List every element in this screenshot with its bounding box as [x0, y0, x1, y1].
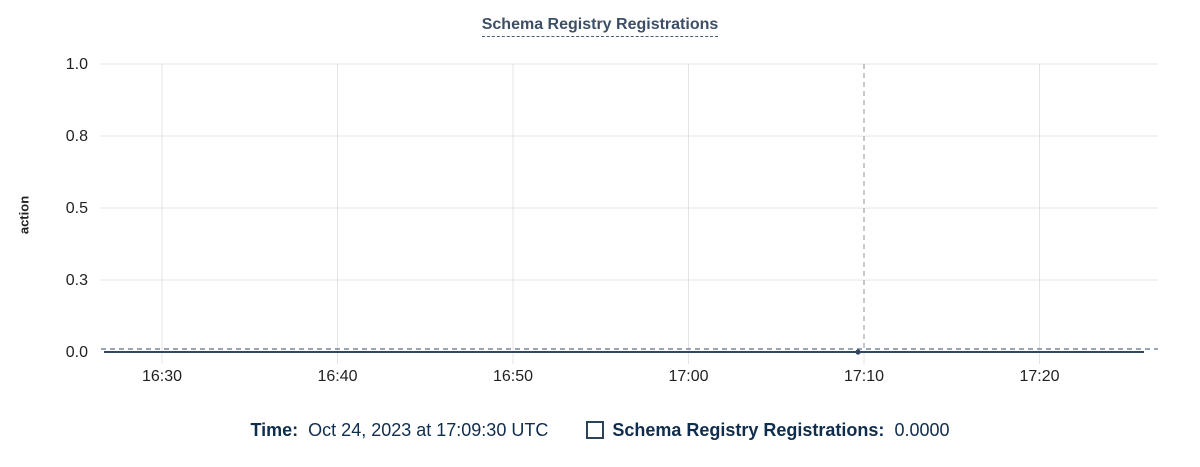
svg-text:17:00: 17:00 [668, 368, 708, 385]
svg-text:17:10: 17:10 [844, 368, 884, 385]
svg-text:0.8: 0.8 [66, 128, 88, 145]
svg-text:0.5: 0.5 [66, 200, 88, 217]
svg-text:0.0: 0.0 [66, 344, 88, 361]
svg-text:16:30: 16:30 [142, 368, 182, 385]
svg-text:1.0: 1.0 [66, 56, 88, 73]
svg-text:16:50: 16:50 [493, 368, 533, 385]
svg-text:16:40: 16:40 [317, 368, 357, 385]
svg-text:17:20: 17:20 [1019, 368, 1059, 385]
svg-text:0.3: 0.3 [66, 272, 88, 289]
